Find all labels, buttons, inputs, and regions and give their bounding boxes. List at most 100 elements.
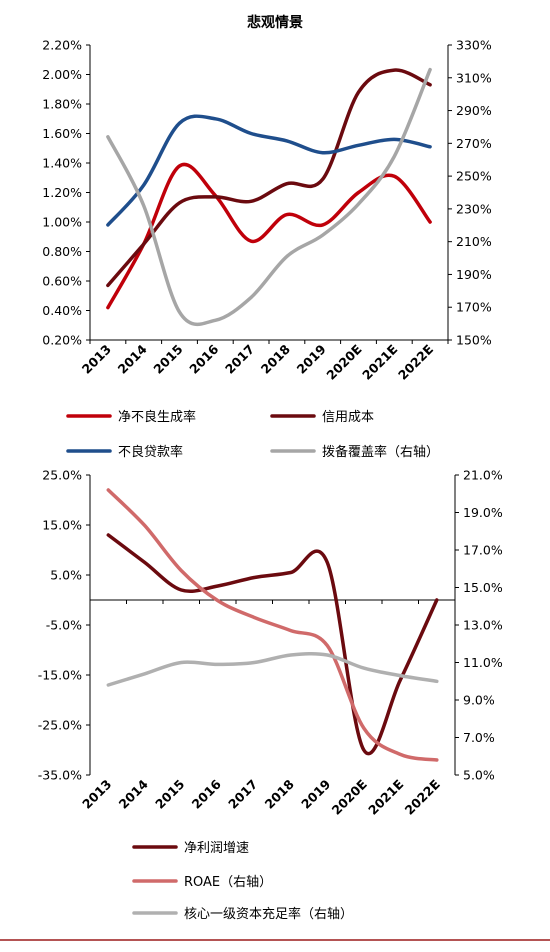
left-tick-label: 2.20% [42,38,82,53]
series-line-4 [106,67,432,327]
right-tick-label: 250% [456,169,492,184]
data-point [142,204,145,207]
data-point [285,255,289,258]
right-tick-label: 19.0% [463,505,503,520]
data-point [428,68,432,71]
data-point [357,91,360,94]
left-tick-label: 5.0% [50,568,82,583]
legend-label: 核心一级资本充足率（右轴） [184,906,353,922]
left-tick-label: 0.80% [42,244,82,259]
left-tick-label: 15.0% [42,518,82,533]
data-point [249,200,253,203]
data-point [326,644,329,647]
data-point [178,201,181,204]
data-point [178,164,181,168]
left-tick-label: 1.00% [42,215,82,230]
data-point [106,223,110,227]
series-line-2 [106,68,432,288]
data-point [249,296,253,299]
right-tick-label: 15.0% [463,580,503,595]
data-point [216,663,219,666]
data-point [178,310,181,314]
data-point [393,175,396,178]
data-point [326,561,329,564]
data-point [142,242,145,246]
right-tick-label: 170% [456,300,492,315]
legend-label: 净利润增速 [184,841,249,856]
series-line-1 [106,533,439,756]
data-point [107,488,110,492]
data-point [428,220,432,224]
data-point [106,306,110,309]
left-tick-label: 0.60% [42,274,82,289]
data-point [285,213,289,216]
data-point [106,135,110,138]
data-point [357,202,360,206]
right-tick-label: 150% [456,333,492,348]
data-point [143,561,146,564]
left-tick-label: 0.40% [42,303,82,318]
right-tick-label: 17.0% [463,543,503,558]
data-point [249,240,253,243]
data-point [393,138,396,141]
series-line-2 [106,488,439,762]
data-point [107,533,110,537]
data-point [143,524,146,527]
left-tick-label: 0.20% [42,333,82,348]
data-point [321,223,324,227]
right-tick-label: 9.0% [463,693,495,708]
left-tick-label: 1.40% [42,156,82,171]
data-point [285,139,289,143]
data-point [289,571,292,574]
data-point [143,672,146,675]
data-point [216,584,219,588]
right-tick-label: 11.0% [463,655,503,670]
data-point [180,569,183,572]
data-point [357,144,360,147]
legend-label: ROAE（右轴） [184,875,272,890]
data-point [178,122,181,125]
data-point [435,680,438,683]
data-point [253,576,256,579]
left-tick-label: -25.0% [38,718,82,733]
data-point [399,753,402,756]
data-point [435,598,438,602]
legend-label: 不良贷款率 [118,444,183,460]
series-line-1 [106,162,432,310]
legend-label: 净不良生成率 [118,409,196,425]
data-point [253,661,256,664]
data-point [321,151,324,154]
right-tick-label: 5.0% [463,768,495,783]
left-tick-label: 2.00% [42,67,82,82]
series-line-3 [106,651,439,687]
right-tick-label: 13.0% [463,618,503,633]
data-point [107,683,110,687]
left-tick-label: -35.0% [38,768,82,783]
data-point [285,182,289,185]
right-tick-label: 210% [456,234,492,249]
series-line-3 [106,114,432,227]
left-tick-label: 1.20% [42,185,82,200]
right-tick-label: 270% [456,136,492,151]
data-point [357,191,360,194]
data-point [428,145,432,148]
data-point [253,616,256,619]
data-point [321,233,324,237]
left-tick-label: 1.60% [42,126,82,141]
right-tick-label: 310% [456,70,492,85]
data-point [289,653,292,657]
data-point [142,183,145,187]
data-point [362,666,365,670]
right-tick-label: 7.0% [463,730,495,745]
data-point [214,117,217,121]
right-tick-label: 290% [456,103,492,118]
data-point [326,653,329,657]
right-tick-label: 330% [456,38,492,53]
data-point [399,678,402,682]
data-point [428,83,432,87]
legend-label: 拨备覆盖率（右轴） [322,444,439,460]
data-point [214,319,217,322]
data-point [180,588,183,592]
